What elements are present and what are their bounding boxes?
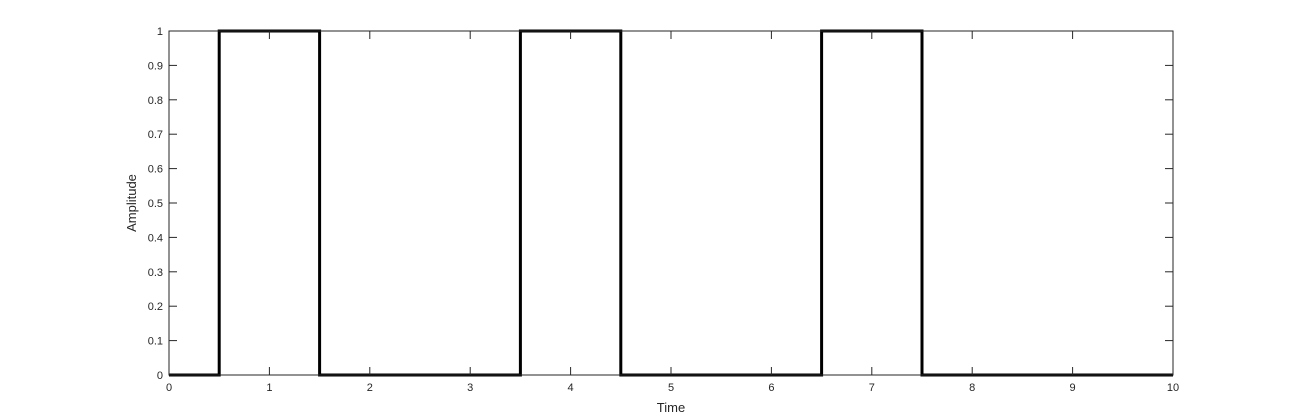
y-tick-label: 1 (157, 26, 163, 38)
y-tick-label: 0.2 (148, 301, 163, 313)
x-tick-label: 7 (869, 382, 875, 394)
x-axis-label: Time (657, 400, 685, 415)
plot-frame (168, 30, 1174, 376)
y-tick-label: 0.4 (148, 232, 163, 244)
x-tick-label: 4 (568, 382, 574, 394)
y-tick-label: 0.5 (148, 198, 163, 210)
x-tick-label: 9 (1070, 382, 1076, 394)
x-tick-label: 5 (668, 382, 674, 394)
x-tick-label: 3 (467, 382, 473, 394)
x-tick-label: 1 (266, 382, 272, 394)
y-tick-label: 0.7 (148, 129, 163, 141)
y-tick-label: 0.6 (148, 164, 163, 176)
x-tick-label: 0 (166, 382, 172, 394)
y-tick-labels: 0 0.1 0.2 0.3 0.4 0.5 0.6 0.7 0.8 0.9 1 (148, 26, 163, 382)
y-tick-label: 0.9 (148, 60, 163, 72)
y-axis-label: Amplitude (124, 174, 139, 232)
y-tick-label: 0.3 (148, 267, 163, 279)
x-tick-labels: 0 1 2 3 4 5 6 7 8 9 10 (166, 382, 1179, 394)
y-tick-label: 0.1 (148, 336, 163, 348)
y-tick-label: 0 (157, 370, 163, 382)
x-tick-label: 8 (969, 382, 975, 394)
x-tick-label: 2 (367, 382, 373, 394)
plot-area (169, 31, 1173, 375)
x-tick-label: 10 (1167, 382, 1179, 394)
y-tick-label: 0.8 (148, 95, 163, 107)
x-tick-label: 6 (768, 382, 774, 394)
